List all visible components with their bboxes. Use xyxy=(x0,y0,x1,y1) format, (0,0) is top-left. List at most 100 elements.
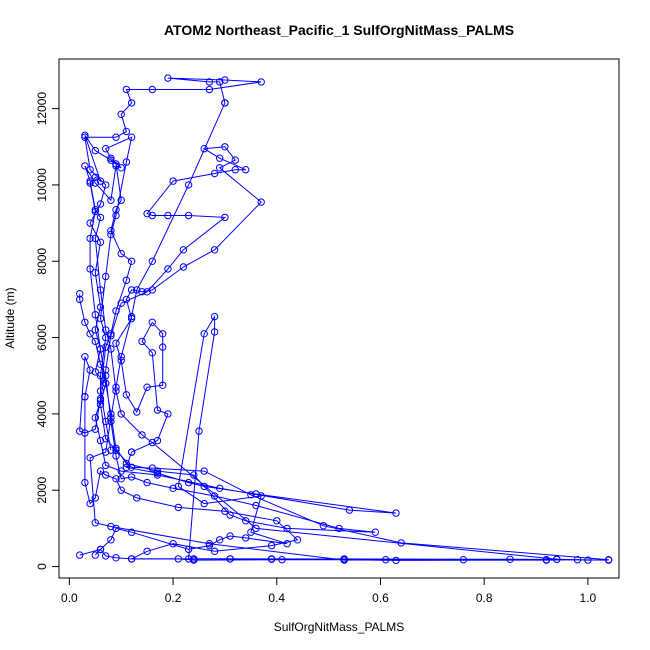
data-point xyxy=(210,246,219,254)
y-tick-label: 10000 xyxy=(35,168,49,202)
data-point xyxy=(102,552,110,560)
x-tick-label: 0.4 xyxy=(268,591,285,605)
data-point xyxy=(148,85,157,94)
data-point xyxy=(184,545,193,554)
data-point xyxy=(242,534,250,542)
data-point xyxy=(112,524,120,533)
data-point xyxy=(91,326,100,334)
data-point xyxy=(91,179,100,187)
data-point xyxy=(216,164,224,172)
data-point xyxy=(231,156,240,164)
data-point xyxy=(81,478,89,487)
data-point xyxy=(91,494,100,502)
data-point xyxy=(102,461,110,470)
data-point xyxy=(169,540,177,548)
data-point xyxy=(122,295,131,304)
data-point xyxy=(153,436,162,445)
data-point xyxy=(127,448,136,456)
data-point xyxy=(133,286,141,294)
data-point xyxy=(216,154,224,162)
data-point xyxy=(91,311,100,319)
data-point xyxy=(117,475,125,483)
data-point xyxy=(221,99,229,107)
data-point xyxy=(164,211,172,220)
data-point xyxy=(81,353,89,361)
y-tick-label: 0 xyxy=(35,563,49,570)
data-point xyxy=(127,528,136,536)
data-point xyxy=(91,519,100,527)
data-point xyxy=(216,536,224,544)
data-point xyxy=(107,154,115,162)
data-point xyxy=(102,326,110,334)
data-point xyxy=(86,265,94,273)
data-point xyxy=(278,556,286,564)
data-point xyxy=(112,162,120,170)
data-point xyxy=(159,343,167,351)
data-point xyxy=(159,330,167,338)
data-point xyxy=(210,328,219,336)
data-point xyxy=(127,312,136,321)
data-point xyxy=(102,181,110,189)
data-point xyxy=(112,133,120,141)
data-point xyxy=(117,110,125,119)
data-point xyxy=(96,372,105,380)
data-point xyxy=(96,213,105,222)
data-point xyxy=(102,145,110,153)
data-point xyxy=(143,547,151,555)
data-point xyxy=(102,272,110,281)
data-point xyxy=(127,99,136,107)
data-point xyxy=(86,330,94,338)
data-point xyxy=(112,452,120,460)
data-point xyxy=(107,536,115,544)
data-point xyxy=(86,179,94,187)
data-point xyxy=(91,234,100,243)
data-point xyxy=(127,257,136,265)
data-point xyxy=(112,554,120,562)
data-point xyxy=(76,295,84,304)
data-point xyxy=(107,410,115,418)
data-point xyxy=(122,158,131,166)
data-point xyxy=(122,85,131,94)
data-point xyxy=(216,78,224,86)
data-point xyxy=(216,484,224,492)
data-point xyxy=(143,288,151,296)
data-point xyxy=(226,555,234,563)
data-point xyxy=(76,427,84,435)
data-point xyxy=(153,469,162,477)
data-point xyxy=(112,307,120,315)
data-point xyxy=(96,303,105,311)
data-point xyxy=(371,528,379,536)
data-point xyxy=(205,78,214,86)
data-point xyxy=(96,400,105,409)
data-point xyxy=(127,133,136,141)
data-point xyxy=(184,211,193,220)
data-point xyxy=(210,492,219,500)
data-point xyxy=(96,387,105,395)
data-point xyxy=(117,356,125,365)
x-axis-label: SulfOrgNitMass_PALMS xyxy=(274,620,404,634)
data-point xyxy=(117,467,125,475)
data-point xyxy=(117,353,125,361)
data-point xyxy=(112,206,120,214)
data-point xyxy=(122,463,131,471)
data-point xyxy=(169,484,177,492)
data-point xyxy=(184,181,193,189)
data-point xyxy=(81,393,89,401)
data-point xyxy=(81,318,89,326)
data-point xyxy=(102,435,110,443)
data-point xyxy=(112,387,120,395)
data-point xyxy=(127,555,136,563)
data-point xyxy=(96,396,105,405)
data-point xyxy=(81,162,89,170)
data-point xyxy=(164,74,172,82)
data-point xyxy=(226,532,234,540)
data-point xyxy=(200,482,208,491)
data-point xyxy=(200,330,208,338)
x-tick-label: 0.2 xyxy=(165,591,182,605)
data-point xyxy=(133,494,141,502)
data-point xyxy=(200,499,208,508)
data-point xyxy=(117,410,125,418)
series-line-5 xyxy=(79,135,376,533)
